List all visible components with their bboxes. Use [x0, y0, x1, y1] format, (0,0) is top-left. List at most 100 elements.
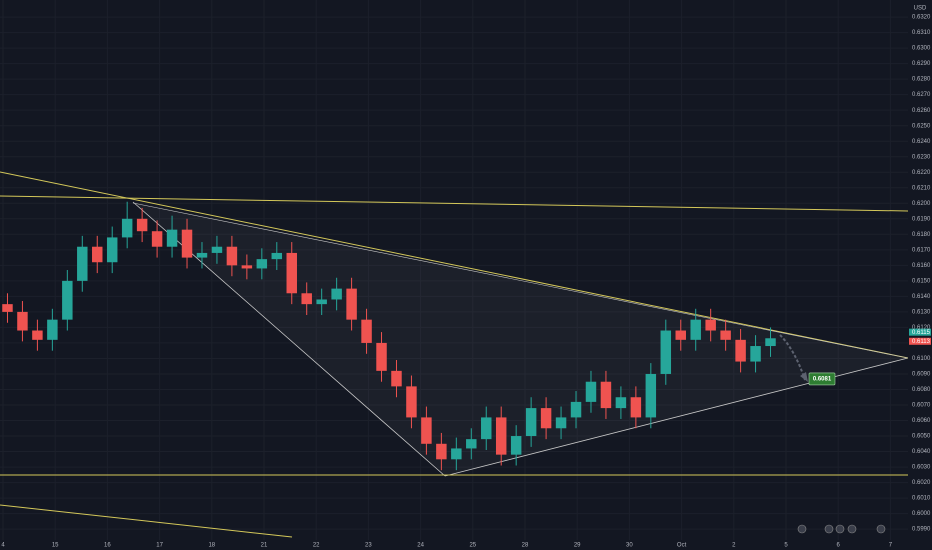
y-tick-label: 0.6270: [912, 92, 931, 98]
candles: [2, 201, 776, 471]
price-label: 0.6113: [912, 339, 931, 345]
x-tick-label: 23: [365, 543, 372, 549]
y-tick-label: 0.6130: [912, 309, 931, 315]
y-tick-label: 0.6010: [912, 496, 931, 502]
triangle-edge: [132, 202, 909, 359]
candle-body: [181, 229, 193, 258]
y-tick-label: 0.6190: [912, 216, 931, 222]
candle-body: [675, 330, 686, 340]
x-tick-label: 7: [889, 543, 893, 549]
price-label-box: [909, 337, 931, 345]
candle-body: [121, 218, 133, 238]
y-tick-label: 0.6280: [912, 77, 931, 83]
candle-body: [301, 293, 312, 305]
candle-body: [510, 436, 522, 455]
y-tick-label: 0.6230: [912, 154, 931, 160]
candle-body: [705, 319, 716, 331]
candle-body: [391, 370, 402, 387]
candle-body: [540, 408, 552, 429]
candle-body: [92, 246, 103, 263]
x-tick-label: 6: [837, 543, 841, 549]
y-tick-label: 0.6100: [912, 356, 931, 362]
x-tick-label: 21: [261, 543, 268, 549]
x-tick-label: 24: [417, 543, 424, 549]
candle-body: [77, 246, 88, 281]
candle-body: [106, 237, 118, 263]
y-tick-label: 0.6020: [912, 480, 931, 486]
y-tick-label: 0.6070: [912, 403, 931, 409]
candle-body: [645, 373, 657, 418]
triangle-fill: [133, 202, 908, 476]
candle-body: [495, 417, 507, 455]
y-tick-label: 0.6080: [912, 387, 931, 393]
x-tick-label: 25: [469, 543, 476, 549]
candle-body: [151, 231, 163, 247]
x-tick-label: 30: [626, 543, 633, 549]
candle-body: [570, 401, 582, 418]
y-tick-label: 0.6120: [912, 325, 931, 331]
candle-body: [630, 397, 642, 418]
y-tick-label: 0.6210: [912, 185, 931, 191]
candle-body: [555, 417, 567, 429]
candle-body: [47, 319, 58, 340]
candle-body: [286, 252, 297, 294]
y-tick-label: 0.6290: [912, 61, 931, 67]
y-tick-label: 0.5990: [912, 527, 931, 533]
y-tick-label: 0.6150: [912, 278, 931, 284]
y-tick-label: 0.6090: [912, 372, 931, 378]
y-tick-label: 0.6220: [912, 170, 931, 176]
x-tick-label: 28: [522, 543, 529, 549]
candle-body: [271, 252, 283, 260]
y-tick-label: 0.6310: [912, 30, 931, 36]
x-tick-label: 4: [1, 543, 5, 549]
currency-label: USD: [914, 6, 927, 12]
y-tick-label: 0.6050: [912, 434, 931, 440]
x-tick-label: Oct: [677, 543, 687, 549]
candle-body: [421, 417, 432, 444]
y-tick-label: 0.6200: [912, 201, 931, 207]
x-tick-label: 5: [784, 543, 788, 549]
x-tick-label: 16: [104, 543, 111, 549]
candle-body: [316, 299, 327, 305]
x-tick-label: 22: [313, 543, 320, 549]
candle-body: [466, 439, 477, 449]
y-tick-label: 0.6260: [912, 108, 931, 114]
candle-body: [361, 319, 372, 343]
price-label: 0.6115: [912, 330, 931, 336]
target-box: [808, 372, 836, 386]
trend-line: [0, 504, 293, 538]
y-tick-label: 0.6160: [912, 263, 931, 269]
y-tick-label: 0.6000: [912, 511, 931, 517]
candle-body: [241, 265, 253, 269]
candle-body: [211, 246, 223, 253]
candle-body: [17, 311, 28, 331]
y-tick-label: 0.6320: [912, 15, 931, 21]
y-tick-label: 0.6030: [912, 465, 931, 471]
y-tick-label: 0.6250: [912, 123, 931, 129]
y-tick-label: 0.6060: [912, 418, 931, 424]
candle-body: [660, 330, 672, 374]
toolbar-icons: [797, 524, 886, 534]
y-tick-label: 0.6180: [912, 232, 931, 238]
candle-body: [346, 288, 357, 320]
x-tick-label: 15: [52, 543, 59, 549]
candle-body: [32, 330, 43, 340]
candle-body: [136, 218, 148, 232]
y-tick-label: 0.6170: [912, 247, 931, 253]
x-tick-label: 17: [156, 543, 163, 549]
candle-body: [750, 346, 761, 362]
y-tick-label: 0.6300: [912, 46, 931, 52]
candle-body: [451, 448, 462, 460]
candle-body: [2, 304, 13, 312]
candle-body: [436, 443, 447, 460]
x-tick-label: 18: [208, 543, 215, 549]
candle-body: [765, 338, 776, 347]
candle-body: [615, 397, 627, 409]
target-label: 0.6081: [813, 377, 832, 383]
candle-body: [720, 330, 731, 340]
candle-body: [406, 386, 417, 418]
price-label-box: [909, 328, 931, 336]
y-tick-label: 0.6140: [912, 294, 931, 300]
